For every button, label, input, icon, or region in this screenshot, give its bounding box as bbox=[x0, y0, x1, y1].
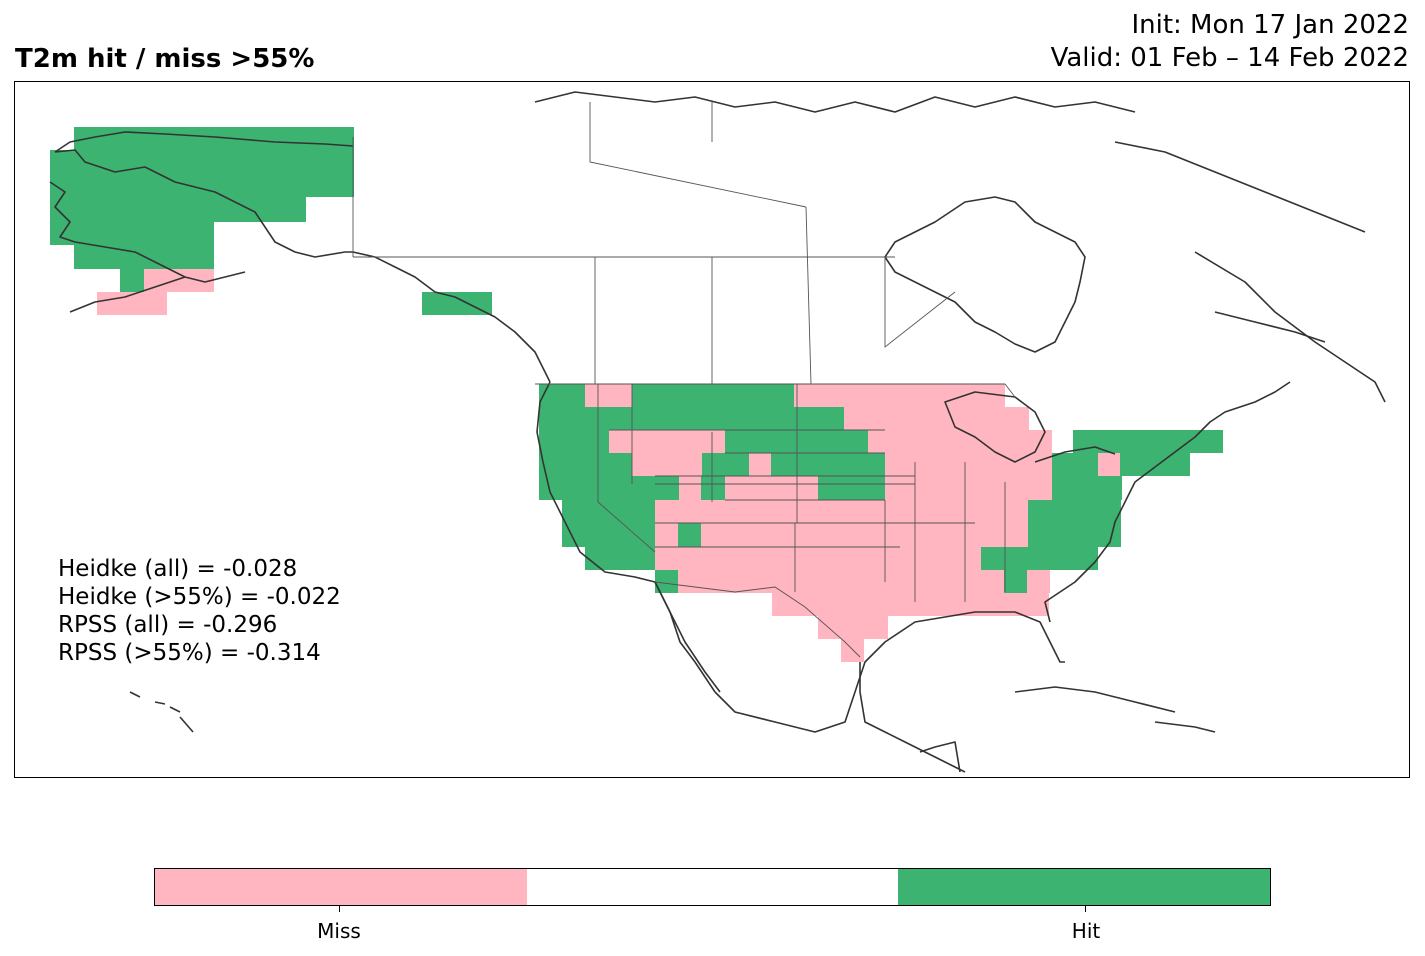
stat-rpss-all: RPSS (all) = -0.296 bbox=[58, 612, 278, 638]
miss-cell bbox=[97, 292, 167, 315]
us-mexico-border bbox=[654, 581, 861, 658]
miss-cell bbox=[679, 476, 701, 500]
miss-cell bbox=[868, 430, 1052, 453]
hawaii bbox=[129, 691, 194, 733]
miss-cell bbox=[885, 476, 1052, 500]
hit-cell bbox=[818, 476, 885, 500]
hit-cell bbox=[74, 127, 354, 150]
colorbar-hit-segment bbox=[898, 869, 1271, 905]
hit-cell bbox=[1120, 453, 1190, 476]
hit-cell bbox=[655, 570, 678, 593]
hit-cell bbox=[50, 222, 214, 245]
hit-cell bbox=[784, 407, 844, 430]
hit-cell bbox=[120, 269, 144, 292]
hit-cell bbox=[1073, 430, 1223, 453]
hit-cell bbox=[981, 547, 1098, 570]
miss-cell bbox=[144, 269, 214, 292]
hit-cell bbox=[562, 523, 655, 547]
hit-cell bbox=[678, 523, 701, 547]
miss-cell bbox=[1098, 453, 1120, 476]
hit-cell bbox=[702, 453, 749, 476]
stat-heidke-55: Heidke (>55%) = -0.022 bbox=[58, 584, 341, 610]
miss-cell bbox=[678, 570, 1004, 593]
stat-rpss-55: RPSS (>55%) = -0.314 bbox=[58, 640, 321, 666]
valid-period: Valid: 01 Feb – 14 Feb 2022 bbox=[1050, 43, 1409, 73]
chart-title: T2m hit / miss >55% bbox=[15, 44, 315, 74]
alaska-coast bbox=[54, 149, 551, 383]
hit-cell bbox=[701, 476, 725, 500]
miss-cell bbox=[585, 384, 632, 407]
great-lakes bbox=[944, 391, 1046, 463]
miss-cell bbox=[749, 453, 771, 476]
hit-cell bbox=[539, 476, 679, 500]
miss-cell bbox=[632, 453, 702, 476]
hit-cell bbox=[539, 430, 609, 453]
miss-cell bbox=[701, 523, 1028, 547]
miss-cell bbox=[655, 523, 678, 547]
hit-cell bbox=[539, 384, 585, 407]
borders bbox=[352, 102, 1016, 658]
us-canada-border bbox=[535, 383, 1016, 398]
hit-cell bbox=[50, 197, 306, 222]
colorbar-tick-hit bbox=[1085, 906, 1086, 912]
miss-cell bbox=[725, 476, 818, 500]
grid-cells bbox=[50, 127, 1223, 662]
hit-cell bbox=[1028, 500, 1121, 523]
hit-cell bbox=[422, 292, 492, 315]
hit-cell bbox=[1028, 523, 1121, 547]
map-svg bbox=[49, 91, 1386, 773]
hit-cell bbox=[1052, 476, 1122, 500]
hit-cell bbox=[725, 430, 868, 453]
hit-cell bbox=[771, 453, 885, 476]
miss-cell bbox=[655, 500, 1028, 523]
miss-cell bbox=[1027, 570, 1050, 593]
hit-cell bbox=[539, 453, 632, 476]
map-panel bbox=[14, 81, 1410, 778]
miss-cell bbox=[772, 593, 1049, 616]
skill-scores: Heidke (all) = -0.028 Heidke (>55%) = -0… bbox=[58, 555, 341, 667]
hit-cell bbox=[1004, 570, 1027, 593]
colorbar-miss-segment bbox=[155, 869, 527, 905]
stat-heidke-all: Heidke (all) = -0.028 bbox=[58, 556, 298, 582]
hit-cell bbox=[585, 547, 655, 570]
gulf-coast bbox=[714, 611, 1065, 733]
hit-cell bbox=[539, 407, 784, 430]
miss-cell bbox=[844, 407, 1029, 430]
colorbar bbox=[154, 868, 1271, 906]
colorbar-tick-miss bbox=[339, 906, 340, 912]
hit-cell bbox=[50, 150, 354, 197]
colorbar-label-miss: Miss bbox=[317, 919, 361, 943]
hit-cell bbox=[632, 384, 794, 407]
hit-cell bbox=[1052, 453, 1098, 476]
miss-cell bbox=[841, 639, 864, 662]
west-coast bbox=[536, 381, 716, 693]
colorbar-neutral-segment bbox=[526, 869, 899, 905]
miss-cell bbox=[655, 547, 981, 570]
miss-cell bbox=[702, 430, 725, 453]
cuba bbox=[1014, 686, 1176, 713]
colorbar-label-hit: Hit bbox=[1071, 919, 1101, 943]
init-date: Init: Mon 17 Jan 2022 bbox=[1131, 10, 1409, 40]
miss-cell bbox=[794, 384, 1005, 407]
east-coast bbox=[1044, 381, 1291, 623]
coastlines bbox=[49, 91, 1386, 773]
hudson-bay bbox=[884, 196, 1086, 353]
